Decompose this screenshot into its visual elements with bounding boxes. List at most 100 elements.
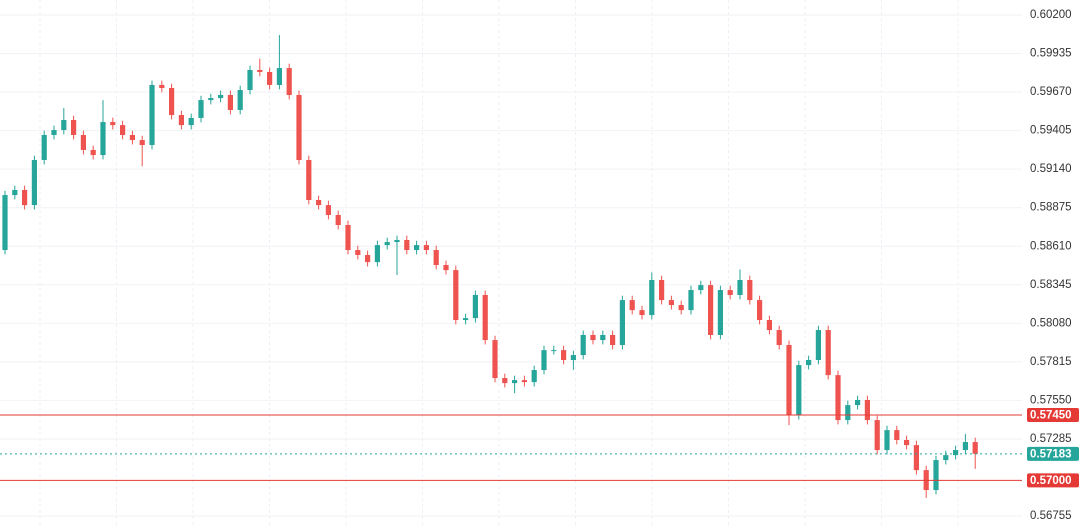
candle-body (815, 330, 821, 360)
candle-body (551, 350, 557, 352)
y-tick-label: 0.60200 (1030, 9, 1072, 21)
candle-body (580, 334, 586, 356)
candle-body (512, 380, 518, 384)
candle-body (521, 380, 527, 383)
y-tick-label: 0.58345 (1030, 279, 1072, 291)
candle-body (727, 290, 733, 295)
candle-body (61, 120, 67, 131)
candle-body (845, 405, 851, 421)
candle-body (561, 350, 567, 360)
candle-body (463, 318, 469, 320)
candle-body (90, 149, 96, 156)
candle-body (365, 254, 371, 263)
candle-body (404, 240, 410, 251)
candle-body (806, 360, 812, 366)
candle-body (913, 445, 919, 471)
candle-body (296, 94, 302, 160)
candle-body (541, 350, 547, 371)
y-tick-label: 0.58610 (1030, 240, 1072, 252)
candle-body (394, 240, 400, 243)
level-label-box (1027, 446, 1079, 461)
level-label: 0.57450 (1030, 410, 1072, 422)
y-tick-label: 0.59670 (1030, 86, 1072, 98)
candle-body (590, 334, 596, 341)
candle-body (237, 90, 243, 110)
candle-body (796, 365, 802, 416)
candle-body (159, 84, 165, 88)
candle-body (188, 117, 194, 126)
candle-body (335, 214, 341, 226)
candle-body (649, 280, 655, 316)
candle-body (835, 375, 841, 421)
candle-body (80, 134, 86, 150)
candle-body (71, 120, 77, 135)
candle-body (51, 130, 57, 135)
candle-body (894, 430, 900, 440)
y-tick-label: 0.58875 (1030, 202, 1072, 214)
candle-body (139, 140, 145, 146)
candle-body (776, 330, 782, 346)
candle-body (31, 160, 37, 206)
y-tick-label: 0.58080 (1030, 317, 1072, 329)
y-tick-label: 0.59935 (1030, 48, 1072, 60)
candle-body (129, 134, 135, 141)
candle-body (884, 430, 890, 451)
candle-body (825, 330, 831, 376)
candle-body (316, 200, 322, 206)
candle-body (943, 455, 949, 461)
y-tick-label: 0.57285 (1030, 433, 1072, 445)
candle-body (639, 310, 645, 316)
candle-body (2, 195, 8, 251)
candle-body (100, 122, 106, 156)
candle-body (747, 280, 753, 301)
candle-body (12, 189, 18, 196)
candle-body (276, 68, 282, 85)
candle-body (629, 300, 635, 311)
candle-body (218, 94, 224, 99)
y-tick-label: 0.59140 (1030, 163, 1072, 175)
candle-body (962, 442, 968, 451)
y-tick-label: 0.56755 (1030, 510, 1072, 522)
candle-body (22, 189, 28, 206)
candle-body (864, 400, 870, 421)
candle-body (786, 345, 792, 416)
candle-body (570, 355, 576, 360)
level-label: 0.57000 (1030, 475, 1072, 487)
candle-body (110, 122, 116, 126)
candle-body (482, 294, 488, 341)
level-label-box (1027, 407, 1079, 422)
y-tick-label: 0.59405 (1030, 125, 1072, 137)
candle-body (953, 450, 959, 456)
candle-body (423, 245, 429, 251)
candle-body (345, 225, 351, 251)
candle-body (149, 84, 155, 146)
candle-body (698, 285, 704, 291)
candle-body (933, 460, 939, 491)
candle-body (247, 69, 253, 91)
y-tick-label: 0.57550 (1030, 394, 1072, 406)
candle-body (306, 160, 312, 200)
level-label: 0.57183 (1030, 448, 1072, 460)
candle-body (855, 400, 861, 406)
candle-body (668, 300, 674, 306)
candle-body (443, 265, 449, 271)
level-label-box (1027, 473, 1079, 488)
candle-body (41, 134, 47, 160)
candle-body (257, 69, 263, 72)
candle-body (374, 245, 380, 263)
candle-body (688, 290, 694, 311)
candle-body (972, 442, 978, 454)
candle-body (492, 340, 498, 379)
candle-body (198, 100, 204, 118)
candle-body (610, 334, 616, 346)
candle-body (325, 205, 331, 215)
y-tick-label: 0.57815 (1030, 356, 1072, 368)
candle-body (227, 94, 233, 110)
candle-body (472, 294, 478, 319)
candle-body (502, 378, 508, 384)
candle-body (120, 125, 126, 135)
candle-body (874, 420, 880, 451)
candle-body (600, 334, 606, 341)
candle-body (678, 305, 684, 311)
